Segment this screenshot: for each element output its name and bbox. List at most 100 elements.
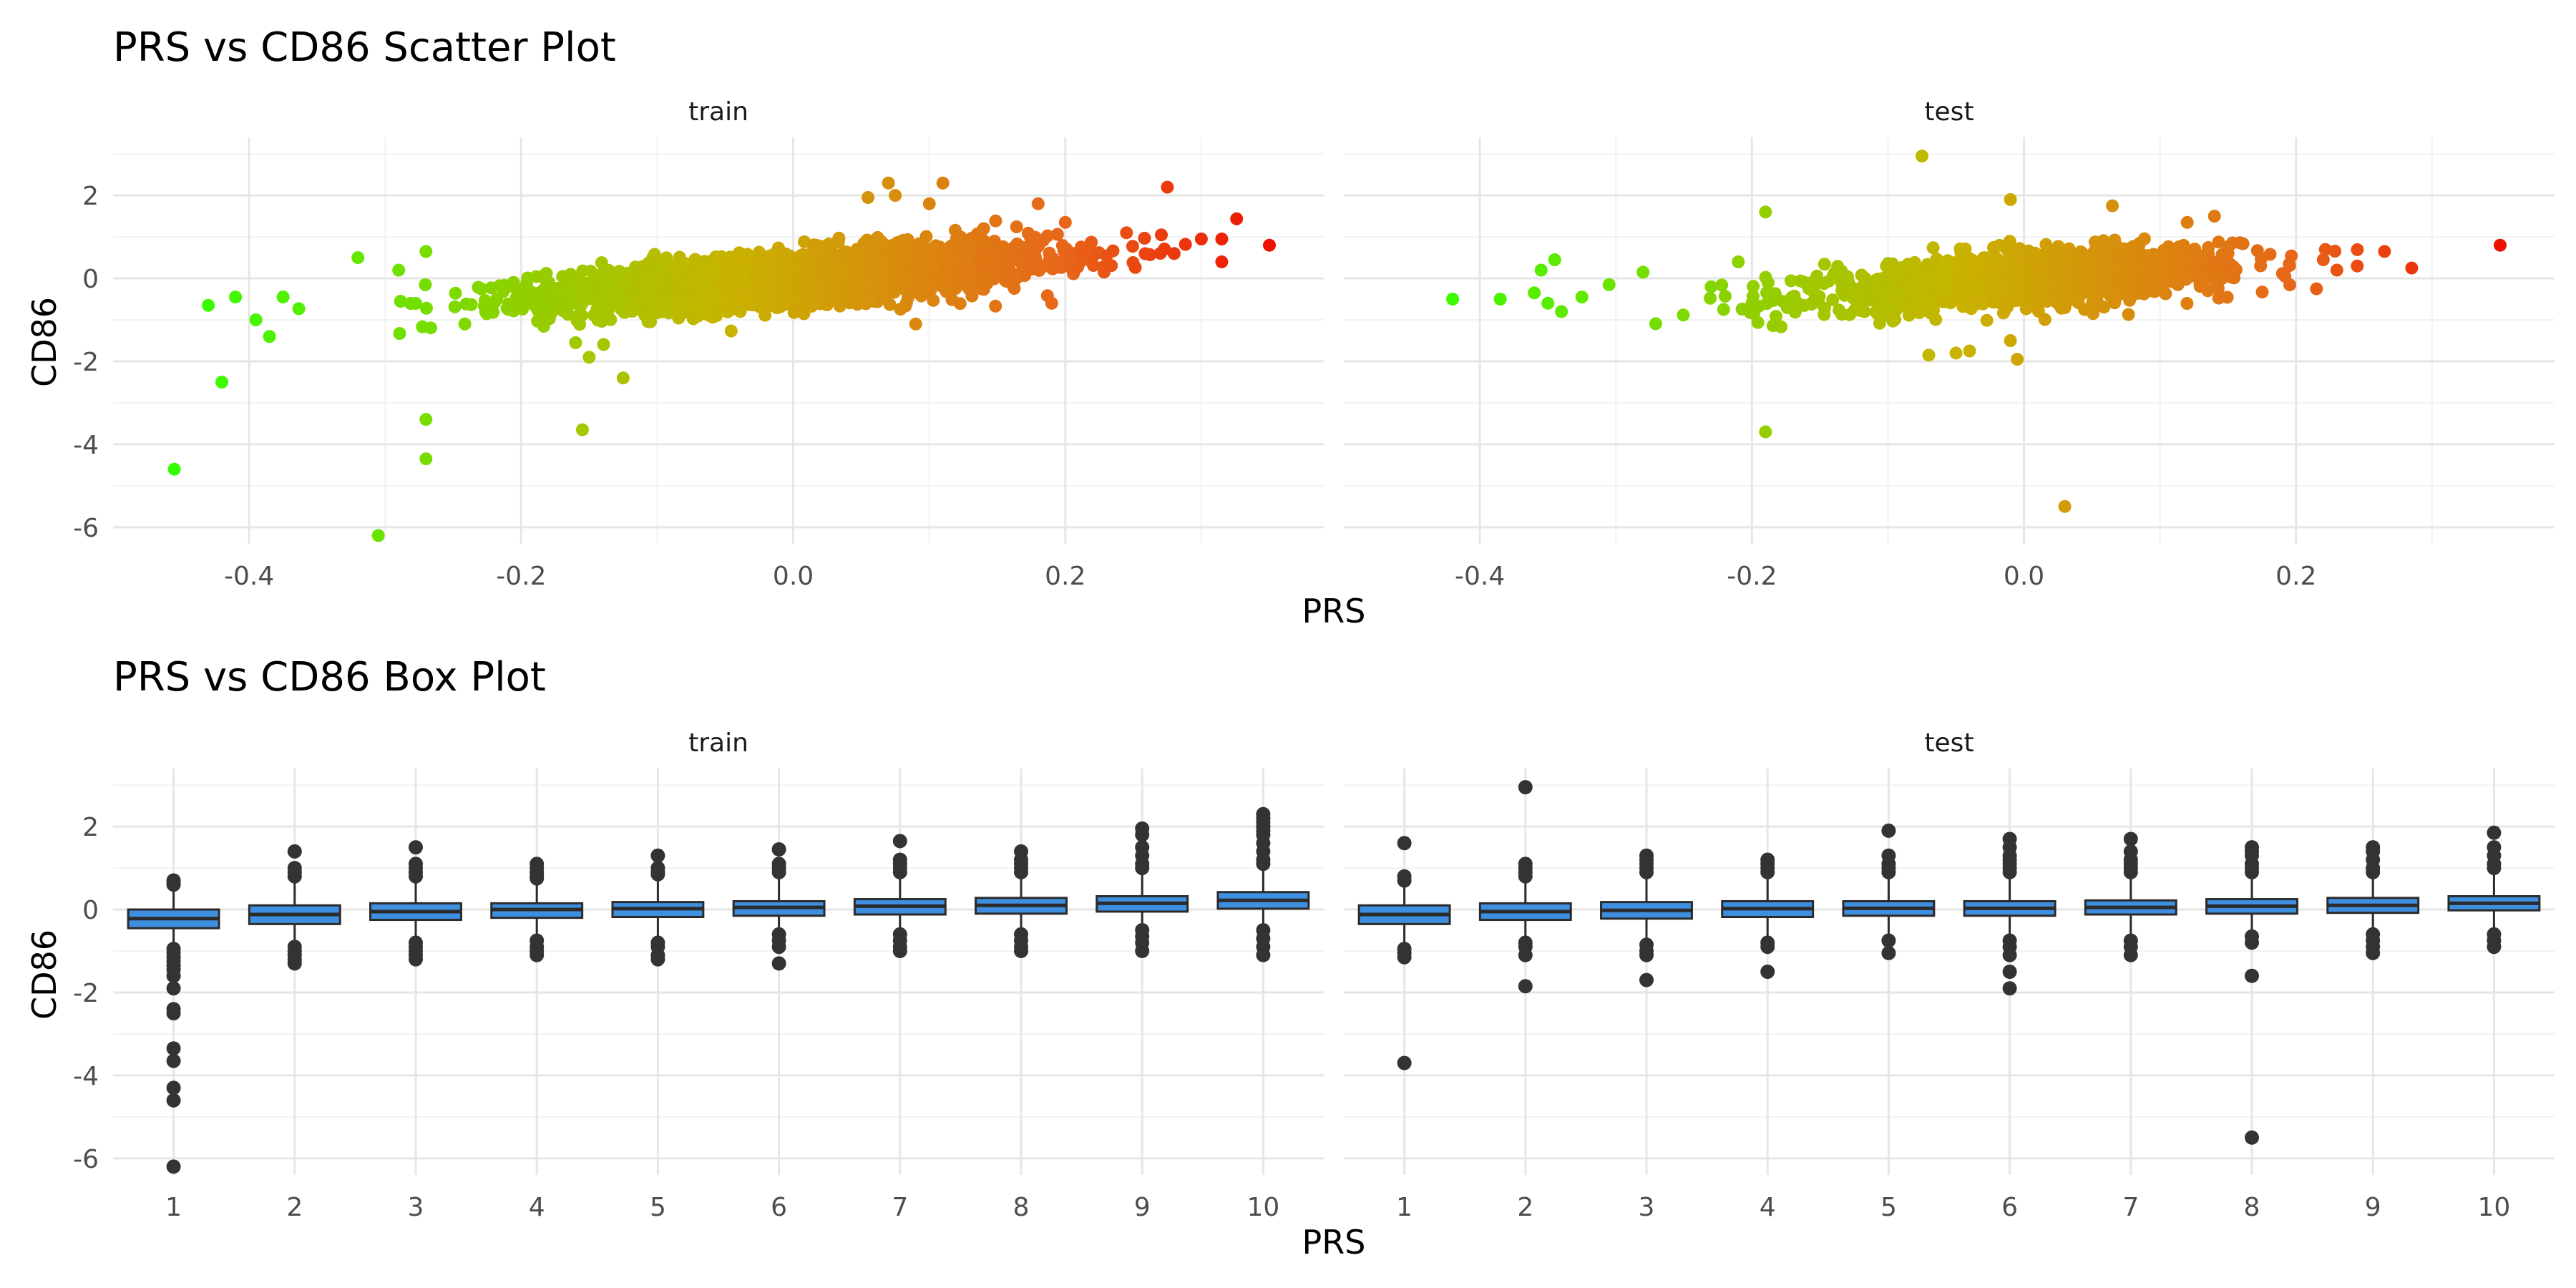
scatter-point — [448, 300, 462, 313]
box-outlier — [1397, 836, 1412, 851]
box-x-axis-label: PRS — [1302, 1223, 1366, 1262]
box-outlier — [1014, 864, 1028, 879]
x-tick-label: 5 — [1880, 1193, 1897, 1222]
scatter-point — [807, 238, 821, 252]
scatter-point — [1949, 346, 1963, 360]
scatter-point — [1033, 263, 1046, 277]
scatter-point — [1936, 259, 1950, 273]
scatter-point — [776, 253, 789, 267]
x-tick-label: 6 — [771, 1193, 787, 1222]
box-outlier — [771, 940, 786, 955]
scatter-point — [1759, 205, 1772, 219]
scatter-point — [409, 297, 422, 310]
scatter-point — [658, 272, 671, 286]
y-tick-label: -2 — [73, 348, 99, 377]
box-outlier — [1639, 972, 1654, 987]
scatter-point — [597, 304, 611, 318]
scatter-point — [2008, 262, 2021, 275]
scatter-point — [419, 413, 433, 426]
scatter-point — [2223, 257, 2236, 270]
scatter-point — [845, 275, 859, 289]
x-tick-label: 4 — [529, 1193, 545, 1222]
scatter-point — [2207, 269, 2221, 282]
scatter-point — [950, 233, 963, 245]
scatter-point — [1717, 303, 1730, 316]
scatter-point — [1138, 247, 1152, 260]
scatter-point — [2083, 302, 2097, 316]
scatter-point — [1021, 226, 1035, 240]
scatter-point — [449, 286, 462, 300]
scatter-point — [416, 320, 429, 333]
scatter-point — [977, 283, 990, 296]
scatter-point — [575, 283, 589, 296]
scatter-point — [909, 317, 922, 331]
scatter-point — [766, 294, 780, 308]
scatter-point — [874, 235, 888, 248]
scatter-point — [371, 529, 385, 542]
scatter-point — [458, 317, 472, 331]
scatter-point — [742, 298, 756, 311]
scatter-point — [1928, 285, 1941, 298]
scatter-point — [1735, 303, 1749, 316]
scatter-point — [1732, 255, 1745, 268]
scatter-point — [862, 191, 875, 204]
scatter-point — [688, 255, 702, 268]
scatter-point — [882, 176, 895, 190]
scatter-point — [1788, 306, 1802, 319]
box-outlier — [2487, 861, 2502, 876]
x-tick-label: -0.2 — [1727, 562, 1777, 591]
scatter-point — [726, 259, 738, 273]
scatter-strip-train: train — [688, 97, 748, 127]
scatter-point — [1818, 258, 1831, 271]
scatter-point — [2180, 297, 2194, 310]
scatter-panel-test: -0.4 -0.2 0.0 0.2 — [1344, 137, 2555, 591]
scatter-point — [625, 304, 639, 318]
scatter-point — [2494, 238, 2507, 252]
scatter-x-axis-label: PRS — [1302, 592, 1366, 630]
scatter-point — [2132, 237, 2146, 250]
scatter-point — [971, 258, 985, 272]
scatter-point — [822, 237, 836, 250]
scatter-point — [726, 299, 739, 313]
scatter-point — [786, 280, 800, 293]
scatter-point — [1704, 291, 1717, 305]
scatter-point — [982, 245, 995, 259]
scatter-point — [828, 285, 841, 298]
box-outlier — [2245, 1130, 2259, 1145]
scatter-point — [1897, 272, 1910, 286]
scatter-point — [536, 303, 550, 316]
scatter-point — [2236, 237, 2250, 250]
box-outlier — [1135, 827, 1150, 842]
x-tick-label: 3 — [408, 1193, 424, 1222]
scatter-point — [1995, 258, 2009, 271]
scatter-point — [1548, 253, 1561, 266]
scatter-point — [1045, 296, 1058, 310]
scatter-point — [419, 245, 433, 258]
scatter-point — [857, 258, 870, 272]
scatter-point — [1775, 320, 1787, 333]
scatter-point — [2405, 261, 2419, 275]
scatter-point — [794, 252, 808, 265]
box-outlier — [1135, 944, 1150, 958]
scatter-point — [698, 255, 711, 268]
scatter-point — [605, 284, 619, 298]
scatter-point — [1980, 313, 1994, 327]
scatter-point — [229, 291, 243, 304]
box-outlier — [530, 871, 545, 886]
scatter-point — [1937, 273, 1950, 287]
box-outlier — [1518, 780, 1533, 795]
scatter-point — [502, 298, 515, 311]
scatter-point — [1938, 295, 1952, 308]
x-tick-label: 4 — [1760, 1193, 1776, 1222]
scatter-point — [1215, 233, 1229, 245]
box-outlier — [1881, 864, 1896, 879]
x-tick-label: 0.2 — [1045, 562, 1085, 591]
scatter-point — [698, 295, 712, 308]
y-tick-label: 0 — [82, 265, 99, 294]
scatter-point — [420, 301, 433, 315]
box-outlier — [1135, 861, 1150, 876]
scatter-point — [2212, 235, 2225, 249]
scatter-point — [613, 265, 626, 278]
scatter-point — [1985, 284, 1999, 298]
